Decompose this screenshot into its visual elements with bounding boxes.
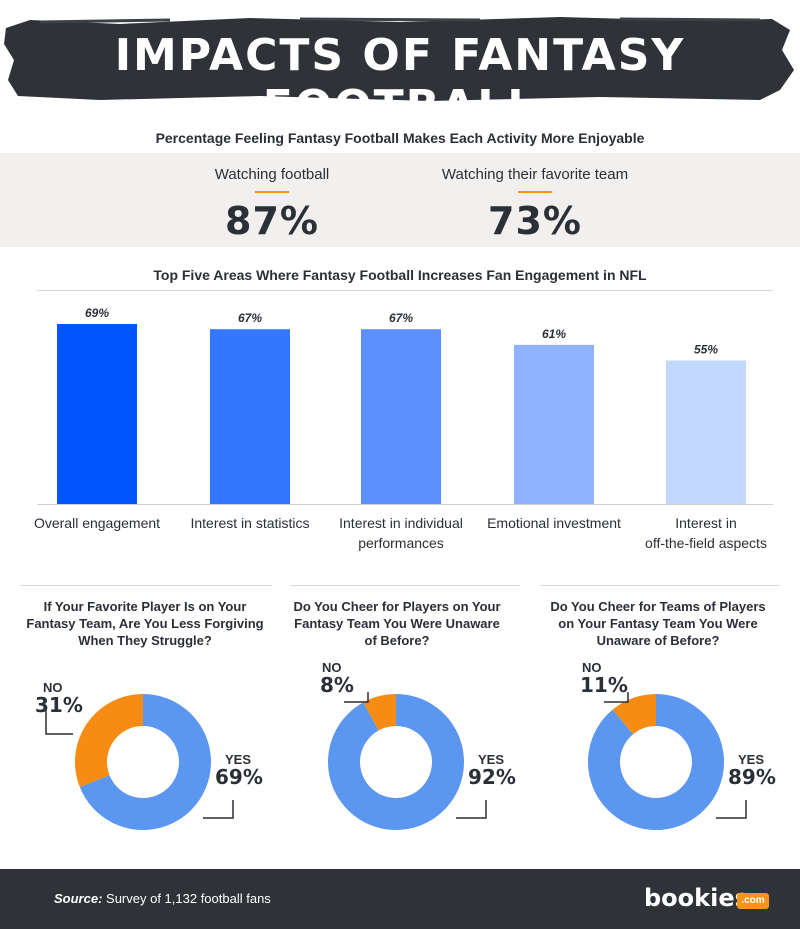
stat-value: 73% (488, 199, 582, 243)
stat-label: Watching their favorite team (441, 166, 629, 183)
source-note: Source: Survey of 1,132 football fans (54, 891, 271, 906)
slice-value-yes: 92% (468, 765, 516, 789)
bar-value-label: 69% (85, 306, 109, 320)
question-title-line: Do You Cheer for Teams of Players (550, 599, 766, 614)
slice-value-no: 31% (35, 693, 83, 717)
slice-label-no: NO (322, 660, 342, 675)
slice-value-no: 8% (320, 673, 354, 697)
question-title-line: If Your Favorite Player Is on Your (43, 599, 247, 614)
question-title-line: of Before? (364, 633, 430, 648)
question-title-line: When They Struggle? (78, 633, 212, 648)
bar-2 (210, 329, 290, 504)
stat-underline (518, 191, 552, 193)
bar-category-label-line: Emotional investment (487, 515, 621, 531)
question-title-line: Fantasy Team You Were Unaware (294, 616, 500, 631)
enjoyable-stats-band (0, 153, 800, 247)
slice-value-yes: 69% (215, 765, 263, 789)
donut-slice-no (612, 694, 656, 735)
question-divider (290, 585, 520, 586)
slice-value-no: 11% (580, 673, 628, 697)
stat-label: Watching football (214, 166, 330, 183)
donut-chart (328, 692, 487, 830)
leader-line-no (344, 692, 369, 703)
leader-line-no (45, 708, 73, 735)
bar-category-label-line: Interest in individual (339, 515, 463, 531)
slice-label-yes: YES (478, 752, 505, 767)
leader-line-yes (203, 800, 234, 819)
slice-value-yes: 89% (728, 765, 776, 789)
bar-1 (57, 324, 137, 504)
leader-line-yes (716, 800, 747, 819)
bar-category-label-line: performances (358, 535, 444, 551)
donut-slice-no (75, 694, 143, 788)
question-divider (540, 585, 780, 586)
leader-line-yes (456, 800, 487, 819)
stat-underline (255, 191, 289, 193)
header-banner: IMPACTS OF FANTASY FOOTBALL (0, 0, 800, 132)
bar-category-label: Interest in individual performances (316, 513, 486, 553)
bar-category-label: Emotional investment (469, 513, 639, 533)
stat-watching-football: Watching football 87% (172, 166, 372, 243)
bar-value-label: 67% (238, 311, 262, 325)
question-title: Do You Cheer for Players on Your Fantasy … (272, 598, 522, 649)
question-title-line: on Your Fantasy Team You Were (558, 616, 758, 631)
stat-value: 87% (225, 199, 319, 243)
page-title: IMPACTS OF FANTASY FOOTBALL (114, 30, 686, 132)
section-divider (37, 290, 773, 291)
donut-slice-yes (328, 694, 464, 830)
bar-category-label-line: Overall engagement (33, 515, 161, 531)
bar-value-label: 55% (694, 343, 718, 357)
slice-label-no: NO (582, 660, 602, 675)
brush-stroke-background (4, 17, 794, 101)
question-title-line: Do You Cheer for Players on Your (293, 599, 501, 614)
enjoyable-section-title: Percentage Feeling Fantasy Football Make… (155, 130, 645, 146)
question-title-line: Unaware of Before? (596, 633, 720, 648)
source-label: Source: (54, 891, 103, 906)
bar-3 (361, 329, 441, 504)
donut-chart (588, 692, 747, 830)
question-divider (20, 585, 272, 586)
slice-label-yes: YES (738, 752, 765, 767)
bar-category-label: Interest in statistics (165, 513, 335, 533)
engagement-section-title: Top Five Areas Where Fantasy Football In… (153, 267, 647, 283)
logo-com-badge: .com (737, 893, 769, 909)
bar-category-label-line: Interest in (675, 515, 737, 531)
bar-category-label: Interest in off-the-field aspects (621, 513, 791, 553)
bar-category-label-line: off-the-field aspects (645, 535, 767, 551)
donut-slice-yes (79, 694, 212, 830)
slice-label-no: NO (43, 680, 63, 695)
bookies-logo: bookies (644, 884, 749, 912)
bar-4 (514, 344, 594, 504)
bar-5 (666, 360, 746, 504)
leader-line-no (604, 692, 629, 703)
footer: Source: Survey of 1,132 football fans bo… (0, 869, 800, 929)
bar-value-label: 67% (389, 311, 413, 325)
stat-watching-favorite-team: Watching their favorite team 73% (415, 166, 655, 243)
slice-label-yes: YES (225, 752, 252, 767)
donut-chart (45, 694, 234, 830)
bar-category-label: Overall engagement (12, 513, 182, 533)
source-text: Survey of 1,132 football fans (106, 891, 271, 906)
question-title: If Your Favorite Player Is on Your Fantas… (20, 598, 270, 649)
bar-value-label: 61% (542, 327, 566, 341)
donut-slice-yes (588, 694, 724, 830)
bar-category-label-line: Interest in statistics (190, 515, 310, 531)
donut-slice-no (363, 694, 396, 731)
question-title-line: Fantasy Team, Are You Less Forgiving (26, 616, 264, 631)
engagement-bar-chart: 69% 67% 67% 61% 55% (37, 306, 773, 505)
question-title: Do You Cheer for Teams of Players on Your… (533, 598, 783, 649)
